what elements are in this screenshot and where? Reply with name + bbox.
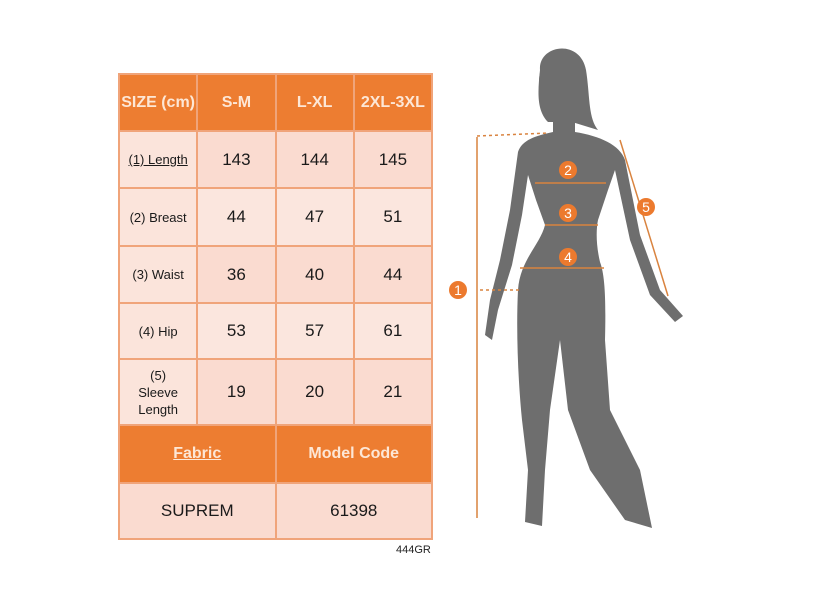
sleeve-arrow [619,139,669,297]
marker-5-label: 5 [642,199,650,215]
header-model-code: Model Code [274,424,433,484]
row-label: (2) Breast [117,187,199,247]
marker-1-label: 1 [454,282,462,298]
cell: 57 [274,302,355,360]
marker-5 [637,198,655,216]
row-label: (3) Waist [117,245,199,304]
silhouette [485,48,683,528]
header-s-m: S-M [196,73,277,132]
row-label: (5) Sleeve Length [117,358,199,426]
product-code: 444GR [396,544,431,556]
size-table: SIZE (cm) S-M L-XL 2XL-3XL (1) Length 14… [117,73,434,540]
cell: 145 [352,130,434,189]
marker-4-label: 4 [564,249,572,265]
model-code-value: 61398 [274,482,433,540]
row-label: (4) Hip [117,302,199,360]
cell: 20 [274,358,355,426]
table-row: (4) Hip 53 57 61 [117,302,434,360]
cell: 44 [196,187,277,247]
table-row: (3) Waist 36 40 44 [117,245,434,304]
cell: 53 [196,302,277,360]
table-row: (5) Sleeve Length 19 20 21 [117,358,434,426]
cell: 44 [352,245,434,304]
header-size: SIZE (cm) [117,73,199,132]
marker-4 [559,248,577,266]
cell: 143 [196,130,277,189]
header-2xl-3xl: 2XL-3XL [352,73,434,132]
fabric-value: SUPREM [118,482,277,540]
row-label: (1) Length [117,130,199,189]
table-row: (2) Breast 44 47 51 [117,187,434,247]
marker-3-label: 3 [564,205,572,221]
cell: 61 [352,302,434,360]
marker-2 [559,161,577,179]
cell: 51 [352,187,434,247]
header-fabric: Fabric [118,424,277,484]
cell: 40 [274,245,355,304]
cell: 19 [196,358,277,426]
marker-1 [449,281,467,299]
marker-3 [559,204,577,222]
cell: 21 [352,358,434,426]
cell: 36 [196,245,277,304]
header-l-xl: L-XL [274,73,355,132]
marker-2-label: 2 [564,162,572,178]
table-row: (1) Length 143 144 145 [117,130,434,189]
cell: 47 [274,187,355,247]
cell: 144 [274,130,355,189]
